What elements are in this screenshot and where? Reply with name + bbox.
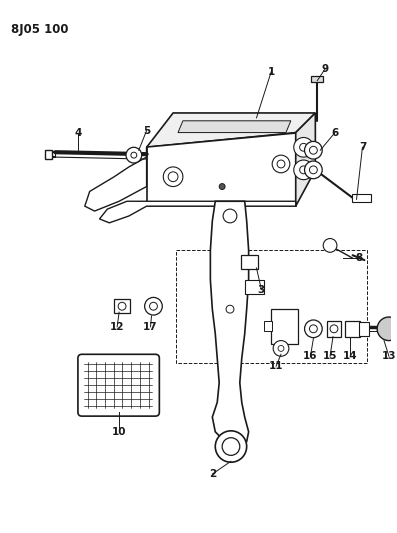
FancyBboxPatch shape <box>78 354 159 416</box>
Polygon shape <box>146 113 315 147</box>
Text: 15: 15 <box>323 351 337 361</box>
Text: 17: 17 <box>143 322 158 332</box>
Text: 5: 5 <box>143 126 150 135</box>
Text: 14: 14 <box>342 351 357 361</box>
Polygon shape <box>296 113 315 206</box>
Circle shape <box>223 209 237 223</box>
Polygon shape <box>85 147 146 211</box>
Text: 3: 3 <box>258 285 265 295</box>
Polygon shape <box>210 201 249 445</box>
Bar <box>360 322 369 336</box>
Circle shape <box>330 325 338 333</box>
Circle shape <box>309 325 317 333</box>
Text: 2: 2 <box>209 469 216 479</box>
Circle shape <box>150 302 157 310</box>
Polygon shape <box>271 309 298 343</box>
Circle shape <box>278 345 284 351</box>
Text: 11: 11 <box>269 361 283 371</box>
Text: 16: 16 <box>303 351 318 361</box>
Circle shape <box>309 147 317 154</box>
Text: 13: 13 <box>382 351 396 361</box>
Bar <box>44 150 52 159</box>
Text: 8J05 100: 8J05 100 <box>11 23 69 36</box>
Bar <box>114 300 130 313</box>
Circle shape <box>294 138 313 157</box>
Bar <box>245 280 264 294</box>
Text: 4: 4 <box>74 127 82 138</box>
Circle shape <box>145 297 162 315</box>
Circle shape <box>226 305 234 313</box>
Text: 12: 12 <box>110 322 124 332</box>
Circle shape <box>277 160 285 168</box>
Circle shape <box>309 166 317 174</box>
Text: 8: 8 <box>356 253 363 263</box>
Circle shape <box>163 167 183 187</box>
Bar <box>311 76 323 82</box>
Circle shape <box>168 172 178 182</box>
Circle shape <box>304 161 322 179</box>
Bar <box>352 195 371 202</box>
Circle shape <box>304 320 322 337</box>
Circle shape <box>131 152 137 158</box>
Circle shape <box>219 183 225 190</box>
Bar <box>327 321 341 337</box>
Bar <box>345 321 360 337</box>
Polygon shape <box>100 201 296 223</box>
Bar <box>241 255 258 269</box>
Circle shape <box>273 341 289 356</box>
Circle shape <box>300 166 308 174</box>
Circle shape <box>215 431 247 462</box>
Circle shape <box>222 438 240 455</box>
Text: 7: 7 <box>359 142 366 152</box>
Text: 10: 10 <box>112 427 126 437</box>
Circle shape <box>272 155 290 173</box>
Circle shape <box>118 302 126 310</box>
Polygon shape <box>146 133 296 206</box>
Polygon shape <box>178 121 291 133</box>
Circle shape <box>323 239 337 252</box>
Text: 1: 1 <box>268 67 275 77</box>
Circle shape <box>377 317 397 341</box>
Bar <box>176 251 367 363</box>
Circle shape <box>294 160 313 180</box>
Bar <box>264 321 272 331</box>
Text: 9: 9 <box>322 64 329 74</box>
Circle shape <box>126 147 142 163</box>
Text: 6: 6 <box>331 127 339 138</box>
Circle shape <box>304 141 322 159</box>
Circle shape <box>300 143 308 151</box>
